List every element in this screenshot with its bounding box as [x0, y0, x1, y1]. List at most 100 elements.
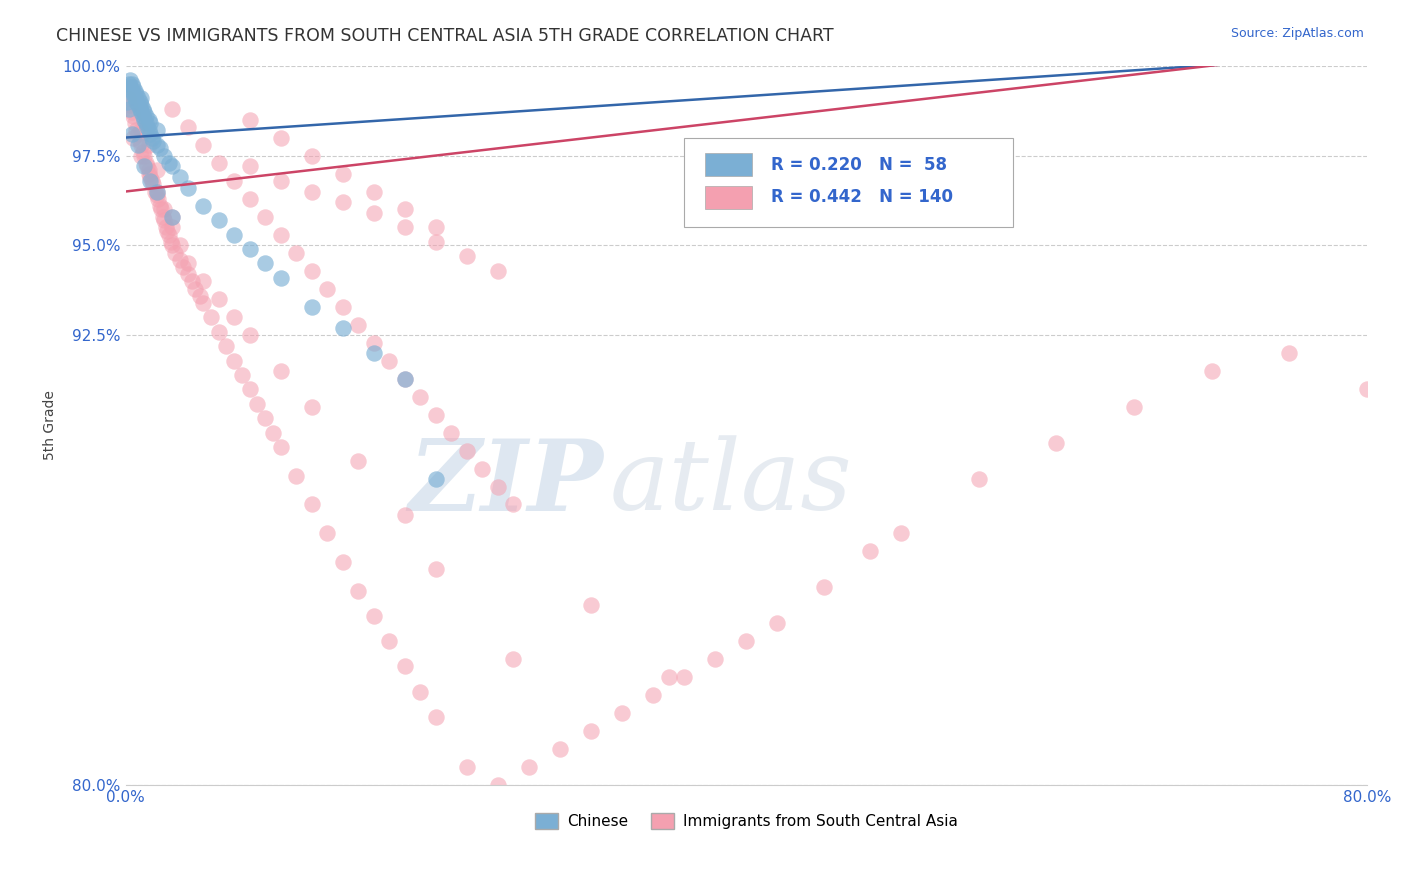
Point [239, 383, 262, 397]
Point [145, 137, 167, 152]
Point [145, 163, 167, 178]
Point [579, 598, 602, 612]
Point [316, 282, 339, 296]
Point [141, 130, 163, 145]
Point [246, 397, 269, 411]
Point [115, 95, 138, 109]
Point [134, 112, 156, 127]
Point [224, 353, 246, 368]
Point [332, 195, 354, 210]
Point [139, 174, 162, 188]
Point [270, 270, 292, 285]
Point [270, 130, 292, 145]
Point [502, 498, 524, 512]
Point [136, 159, 159, 173]
Point [127, 127, 149, 141]
Point [122, 80, 145, 95]
Point [332, 167, 354, 181]
Point [207, 213, 229, 227]
Point [231, 368, 253, 382]
Point [160, 159, 183, 173]
Point [425, 220, 447, 235]
Point [254, 210, 277, 224]
Point [129, 105, 152, 120]
Point [121, 105, 143, 120]
Point [332, 300, 354, 314]
Point [363, 335, 385, 350]
Point [471, 461, 494, 475]
Point [141, 174, 163, 188]
Point [378, 353, 401, 368]
Point [145, 123, 167, 137]
Point [135, 109, 157, 123]
Point [156, 224, 179, 238]
Point [301, 498, 323, 512]
Point [149, 141, 172, 155]
Point [394, 371, 416, 385]
Point [285, 245, 308, 260]
Point [129, 123, 152, 137]
Point [502, 652, 524, 666]
Point [215, 339, 238, 353]
Point [139, 170, 162, 185]
Point [135, 116, 157, 130]
Point [378, 634, 401, 648]
Point [121, 127, 143, 141]
Point [363, 206, 385, 220]
FancyBboxPatch shape [706, 186, 752, 209]
Point [176, 256, 198, 270]
Point [184, 282, 207, 296]
Point [139, 127, 162, 141]
Point [136, 120, 159, 134]
Point [347, 583, 370, 598]
Point [138, 123, 160, 137]
Point [139, 116, 162, 130]
Point [224, 310, 246, 325]
Point [394, 220, 416, 235]
FancyBboxPatch shape [685, 137, 1014, 227]
Point [160, 102, 183, 116]
Point [153, 148, 176, 162]
Point [131, 145, 153, 159]
Point [129, 137, 152, 152]
Point [181, 275, 204, 289]
Point [641, 688, 664, 702]
FancyBboxPatch shape [706, 153, 752, 177]
Point [270, 440, 292, 454]
Point [813, 580, 835, 594]
Point [967, 472, 990, 486]
Point [127, 137, 149, 152]
Y-axis label: 5th Grade: 5th Grade [44, 391, 58, 460]
Point [456, 249, 478, 263]
Point [409, 684, 432, 698]
Point [134, 105, 156, 120]
Point [285, 468, 308, 483]
Point [735, 634, 758, 648]
Point [160, 210, 183, 224]
Point [425, 710, 447, 724]
Point [157, 227, 180, 242]
Point [131, 109, 153, 123]
Point [673, 670, 696, 684]
Point [363, 609, 385, 624]
Point [172, 260, 194, 274]
Point [120, 98, 142, 112]
Text: atlas: atlas [610, 435, 852, 531]
Text: R = 0.220   N =  58: R = 0.220 N = 58 [770, 156, 948, 174]
Point [143, 185, 166, 199]
Point [239, 159, 262, 173]
Point [239, 328, 262, 343]
Point [859, 544, 882, 558]
Point [149, 199, 172, 213]
Point [134, 148, 156, 162]
Text: R = 0.442   N = 140: R = 0.442 N = 140 [770, 188, 953, 206]
Point [157, 155, 180, 169]
Point [191, 275, 214, 289]
Point [145, 185, 167, 199]
Point [1201, 364, 1223, 378]
Point [122, 87, 145, 102]
Point [363, 185, 385, 199]
Point [766, 616, 789, 631]
Point [191, 199, 214, 213]
Point [486, 263, 509, 277]
